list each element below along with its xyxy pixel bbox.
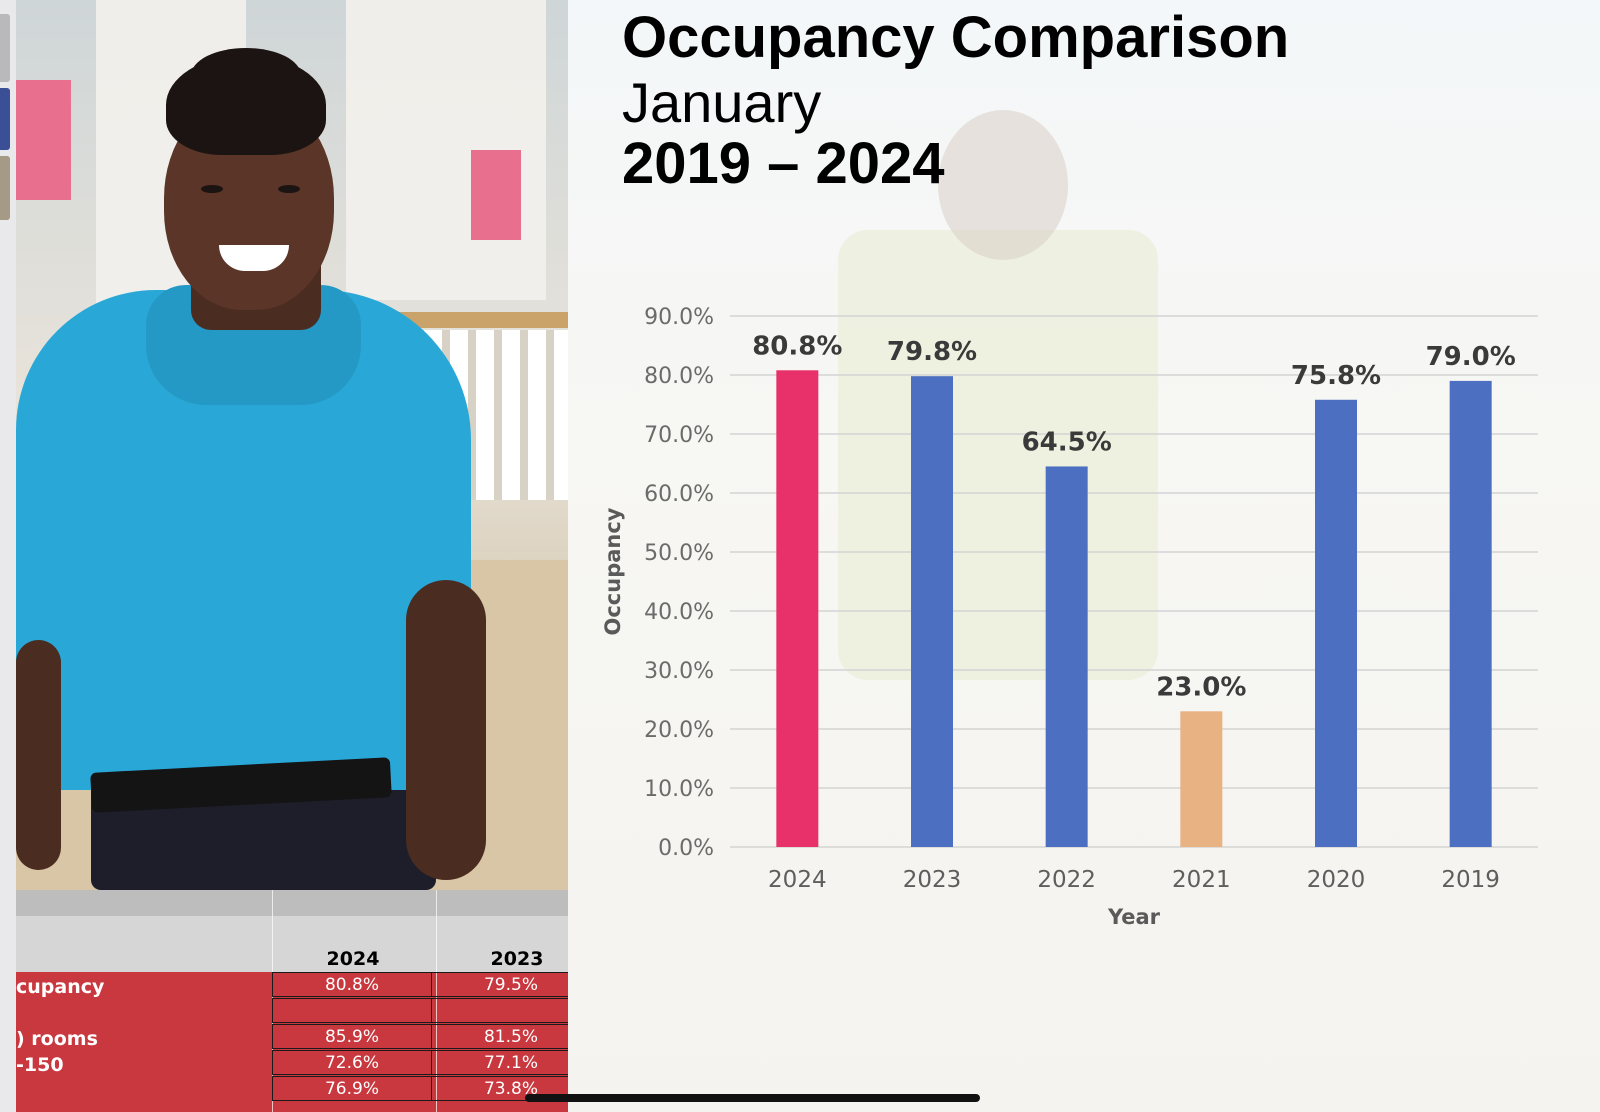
person-arm	[16, 640, 61, 870]
bar	[776, 370, 819, 847]
photo-pink-accent	[16, 80, 71, 200]
data-label: 79.8%	[887, 337, 977, 367]
y-axis-title: Occupancy	[601, 507, 625, 635]
table-cell: 85.9%	[272, 1024, 432, 1049]
x-tick-label: 2020	[1307, 867, 1366, 893]
page-title: Occupancy Comparison	[622, 5, 1290, 70]
photo-pink-accent	[471, 150, 521, 240]
table-column-header: 2023	[490, 948, 544, 970]
table-cell: 79.5%	[431, 972, 572, 997]
bar	[1449, 380, 1492, 847]
y-tick-label: 30.0%	[644, 659, 714, 684]
table-cell: 73.8%	[431, 1076, 572, 1101]
table-cell: 80.8%	[272, 972, 432, 997]
page-subtitle: January	[622, 71, 822, 134]
person-smile	[219, 245, 289, 271]
y-tick-label: 10.0%	[644, 777, 714, 802]
y-tick-label: 0.0%	[658, 836, 714, 861]
staff-photo	[16, 0, 568, 890]
app-thumbnail[interactable]	[0, 88, 10, 150]
person-arm	[406, 580, 486, 880]
bar	[1045, 466, 1088, 847]
home-indicator[interactable]	[525, 1094, 980, 1102]
table-column-header: 2024	[326, 948, 380, 970]
occupancy-table: 2024 2023 cupancy 80.8% 79.5% ) rooms 85…	[16, 890, 572, 1112]
x-tick-label: 2024	[768, 867, 827, 893]
app-switcher-strip[interactable]	[0, 0, 16, 1112]
x-tick-label: 2023	[903, 867, 962, 893]
table-row-label: -150	[16, 1054, 64, 1076]
y-tick-label: 40.0%	[644, 600, 714, 625]
table-header-band	[16, 890, 572, 916]
data-label: 64.5%	[1022, 427, 1112, 457]
x-tick-label: 2021	[1172, 867, 1231, 893]
data-label: 23.0%	[1156, 672, 1246, 702]
x-tick-label: 2019	[1441, 867, 1500, 893]
app-thumbnail[interactable]	[0, 156, 10, 220]
bar	[911, 376, 953, 847]
x-tick-label: 2022	[1037, 867, 1096, 893]
table-cell	[272, 998, 432, 1023]
table-header-band	[16, 916, 572, 972]
occupancy-bar-chart: 0.0% 10.0% 20.0% 30.0% 40.0% 50.0% 60.0% 70.0% 8…	[601, 305, 1538, 929]
bar	[1315, 399, 1357, 847]
data-label: 79.0%	[1426, 342, 1516, 372]
background-figure	[938, 110, 1068, 260]
data-label: 80.8%	[752, 331, 842, 361]
year-range: 2019 – 2024	[622, 131, 945, 196]
table-cell: 77.1%	[431, 1050, 572, 1075]
bar	[1180, 711, 1223, 847]
table-cell	[431, 998, 572, 1023]
background-figure	[838, 230, 1158, 680]
y-tick-label: 90.0%	[644, 305, 714, 330]
x-axis-title: Year	[1107, 905, 1161, 929]
y-tick-label: 20.0%	[644, 718, 714, 743]
table-body	[16, 972, 572, 1112]
y-tick-label: 50.0%	[644, 541, 714, 566]
table-cell: 76.9%	[272, 1076, 432, 1101]
table-divider	[436, 890, 437, 1112]
app-thumbnail[interactable]	[0, 14, 10, 82]
data-label: 75.8%	[1291, 361, 1381, 391]
y-tick-label: 70.0%	[644, 423, 714, 448]
table-row-label: ) rooms	[16, 1028, 98, 1050]
person-eye	[278, 185, 300, 193]
person-eye	[201, 185, 223, 193]
y-tick-label: 80.0%	[644, 364, 714, 389]
person-hair-bun	[191, 48, 301, 103]
table-row-label: cupancy	[16, 976, 105, 998]
table-cell: 72.6%	[272, 1050, 432, 1075]
table-cell: 81.5%	[431, 1024, 572, 1049]
y-tick-label: 60.0%	[644, 482, 714, 507]
